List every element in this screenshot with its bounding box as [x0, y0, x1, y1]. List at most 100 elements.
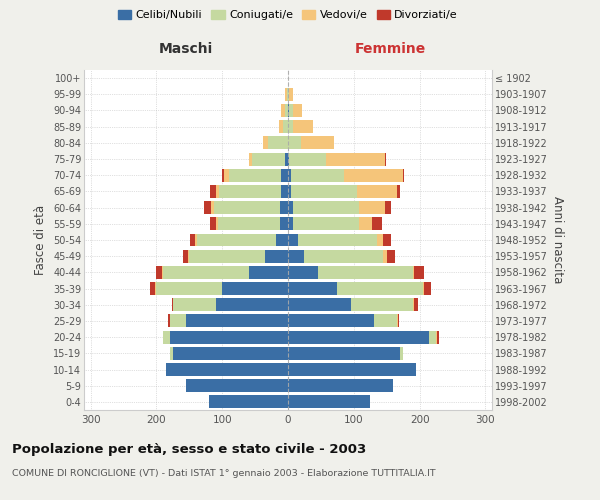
Text: Popolazione per età, sesso e stato civile - 2003: Popolazione per età, sesso e stato civil… [12, 442, 366, 456]
Bar [326, 152, 385, 166]
Bar [350, 298, 413, 311]
Bar [397, 314, 398, 328]
Bar [189, 250, 265, 262]
Bar [281, 169, 288, 181]
Bar [288, 250, 304, 262]
Bar [288, 314, 374, 328]
Bar [289, 88, 293, 101]
Bar [285, 104, 288, 117]
Bar [268, 136, 288, 149]
Bar [337, 282, 423, 295]
Bar [229, 169, 281, 181]
Bar [205, 201, 211, 214]
Bar [359, 201, 385, 214]
Bar [403, 169, 404, 181]
Bar [415, 298, 418, 311]
Bar [288, 169, 291, 181]
Bar [423, 282, 424, 295]
Bar [190, 234, 195, 246]
Bar [252, 152, 285, 166]
Bar [188, 250, 189, 262]
Bar [219, 185, 281, 198]
Bar [293, 218, 359, 230]
Bar [288, 330, 430, 344]
Bar [286, 88, 287, 101]
Bar [168, 314, 170, 328]
Bar [413, 266, 415, 279]
Bar [289, 104, 293, 117]
Bar [357, 185, 397, 198]
Bar [317, 266, 413, 279]
Bar [281, 185, 288, 198]
Legend: Celibi/Nubili, Coniugati/e, Vedovi/e, Divorziati/e: Celibi/Nubili, Coniugati/e, Vedovi/e, Di… [113, 6, 463, 25]
Bar [288, 379, 393, 392]
Bar [157, 282, 222, 295]
Bar [288, 185, 291, 198]
Bar [288, 396, 370, 408]
Bar [398, 314, 399, 328]
Bar [288, 347, 400, 360]
Text: COMUNE DI RONCIGLIONE (VT) - Dati ISTAT 1° gennaio 2003 - Elaborazione TUTTITALI: COMUNE DI RONCIGLIONE (VT) - Dati ISTAT … [12, 469, 436, 478]
Bar [304, 250, 383, 262]
Bar [288, 218, 293, 230]
Bar [155, 282, 157, 295]
Bar [211, 201, 214, 214]
Bar [186, 379, 288, 392]
Bar [437, 330, 439, 344]
Bar [248, 152, 252, 166]
Bar [288, 298, 350, 311]
Bar [424, 282, 431, 295]
Y-axis label: Anni di nascita: Anni di nascita [551, 196, 565, 284]
Bar [288, 152, 289, 166]
Bar [173, 298, 215, 311]
Bar [209, 218, 216, 230]
Bar [430, 330, 436, 344]
Bar [186, 314, 288, 328]
Bar [280, 201, 288, 214]
Bar [288, 282, 337, 295]
Bar [218, 218, 280, 230]
Bar [150, 282, 155, 295]
Bar [280, 218, 288, 230]
Bar [170, 314, 186, 328]
Bar [276, 234, 288, 246]
Bar [195, 234, 197, 246]
Bar [224, 169, 229, 181]
Bar [265, 250, 288, 262]
Bar [170, 347, 173, 360]
Bar [215, 185, 219, 198]
Bar [222, 169, 224, 181]
Text: Femmine: Femmine [355, 42, 425, 56]
Bar [359, 218, 372, 230]
Bar [209, 396, 288, 408]
Bar [281, 104, 285, 117]
Bar [288, 234, 298, 246]
Bar [293, 104, 302, 117]
Bar [248, 266, 288, 279]
Bar [415, 266, 424, 279]
Y-axis label: Fasce di età: Fasce di età [34, 205, 47, 275]
Bar [172, 298, 173, 311]
Bar [280, 120, 283, 133]
Bar [377, 234, 383, 246]
Bar [183, 250, 188, 262]
Bar [344, 169, 403, 181]
Bar [197, 234, 276, 246]
Bar [170, 330, 288, 344]
Bar [293, 201, 359, 214]
Bar [289, 152, 326, 166]
Bar [288, 104, 289, 117]
Text: Maschi: Maschi [159, 42, 213, 56]
Bar [288, 120, 293, 133]
Bar [288, 363, 416, 376]
Bar [413, 298, 415, 311]
Bar [298, 234, 377, 246]
Bar [263, 136, 268, 149]
Bar [293, 120, 313, 133]
Bar [397, 185, 400, 198]
Bar [288, 136, 301, 149]
Bar [283, 120, 288, 133]
Bar [436, 330, 437, 344]
Bar [383, 234, 391, 246]
Bar [215, 298, 288, 311]
